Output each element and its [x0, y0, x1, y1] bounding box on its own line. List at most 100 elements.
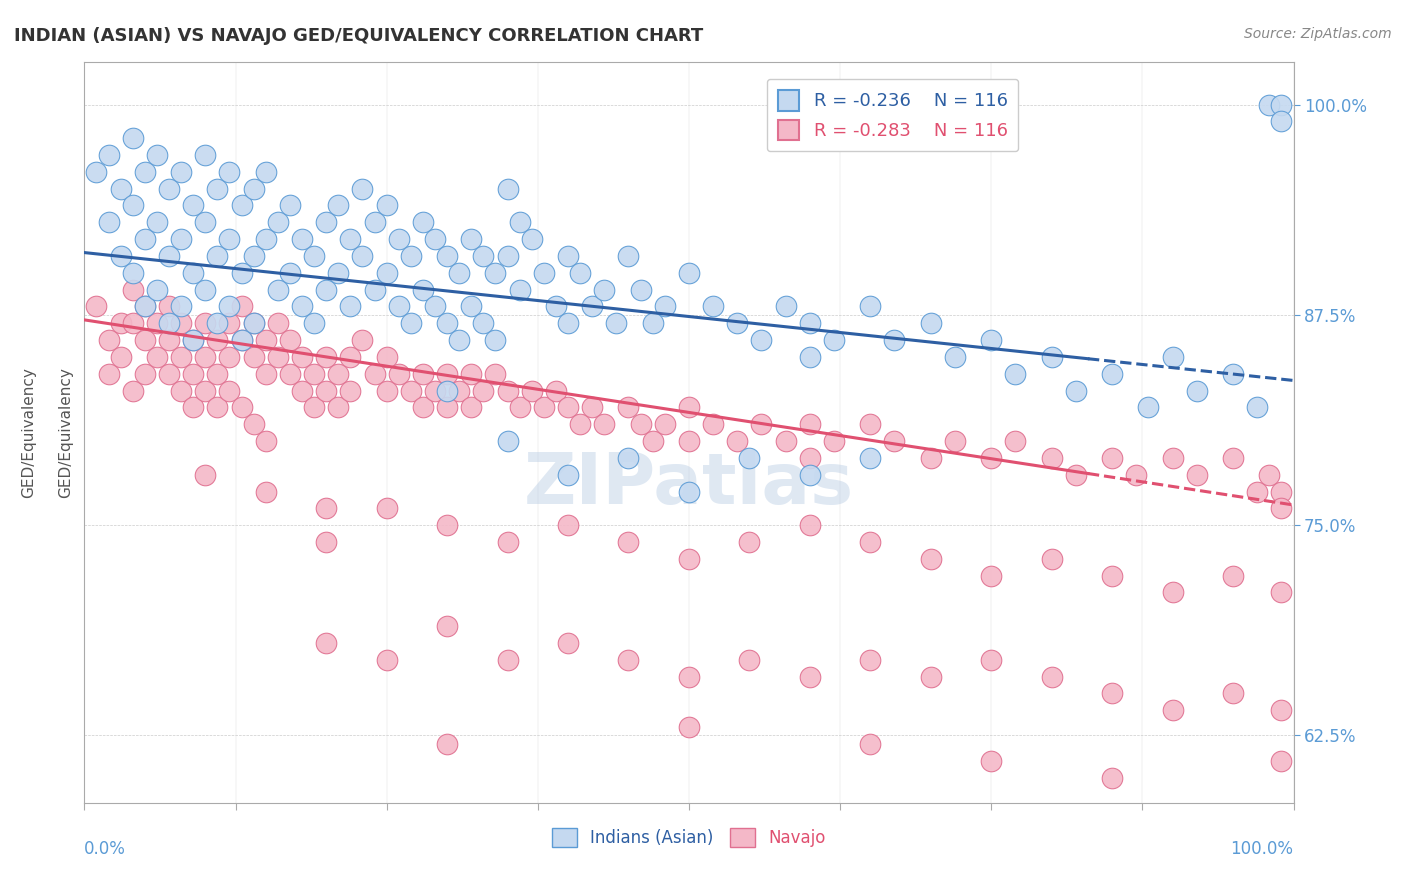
Point [207, 316, 229, 330]
Point [194, 283, 217, 297]
Y-axis label: GED/Equivalency: GED/Equivalency [58, 368, 73, 498]
Point [472, 384, 495, 398]
Point [1185, 467, 1208, 482]
Point [375, 350, 398, 364]
Point [399, 249, 422, 263]
Point [194, 350, 217, 364]
Point [267, 283, 290, 297]
Point [1101, 568, 1123, 582]
Point [1270, 501, 1292, 516]
Point [302, 249, 325, 263]
Point [472, 316, 495, 330]
Point [1246, 401, 1268, 415]
Point [654, 300, 676, 314]
Point [423, 232, 446, 246]
Point [678, 484, 700, 499]
Point [1004, 367, 1026, 381]
Point [702, 300, 724, 314]
Point [328, 198, 350, 212]
Point [315, 535, 337, 549]
Point [1161, 703, 1184, 717]
Point [799, 518, 821, 533]
Point [593, 417, 616, 432]
Point [1101, 771, 1123, 785]
Point [799, 417, 821, 432]
Point [557, 249, 579, 263]
Point [496, 249, 519, 263]
Point [157, 367, 180, 381]
Point [231, 198, 253, 212]
Point [605, 316, 627, 330]
Point [121, 384, 143, 398]
Point [412, 367, 434, 381]
Point [630, 283, 652, 297]
Point [170, 165, 193, 179]
Point [242, 417, 264, 432]
Point [980, 568, 1002, 582]
Legend: Indians (Asian), Navajo: Indians (Asian), Navajo [546, 822, 832, 854]
Point [1125, 467, 1147, 482]
Point [110, 181, 132, 195]
Point [1270, 484, 1292, 499]
Point [254, 434, 277, 448]
Point [328, 266, 350, 280]
Point [799, 670, 821, 684]
Point [194, 467, 217, 482]
Point [218, 316, 240, 330]
Point [678, 401, 700, 415]
Point [388, 300, 411, 314]
Point [859, 300, 882, 314]
Point [883, 333, 905, 347]
Point [194, 316, 217, 330]
Point [110, 316, 132, 330]
Point [520, 232, 543, 246]
Point [859, 653, 882, 667]
Point [436, 518, 458, 533]
Point [231, 266, 253, 280]
Point [231, 333, 253, 347]
Point [97, 333, 120, 347]
Point [557, 518, 579, 533]
Point [86, 165, 108, 179]
Point [121, 316, 143, 330]
Point [980, 450, 1002, 465]
Text: 0.0%: 0.0% [84, 840, 127, 858]
Point [1101, 686, 1123, 700]
Point [920, 670, 942, 684]
Point [436, 316, 458, 330]
Point [1222, 568, 1244, 582]
Point [267, 350, 290, 364]
Point [496, 434, 519, 448]
Point [617, 535, 640, 549]
Point [181, 333, 204, 347]
Point [617, 653, 640, 667]
Point [254, 367, 277, 381]
Point [207, 401, 229, 415]
Point [980, 653, 1002, 667]
Point [1064, 384, 1087, 398]
Point [157, 249, 180, 263]
Point [146, 350, 169, 364]
Point [496, 384, 519, 398]
Point [678, 434, 700, 448]
Text: ZIPatlas: ZIPatlas [524, 450, 853, 519]
Point [134, 333, 156, 347]
Point [121, 198, 143, 212]
Point [194, 148, 217, 162]
Point [146, 215, 169, 229]
Point [678, 551, 700, 566]
Point [460, 367, 482, 381]
Point [1137, 401, 1160, 415]
Point [1064, 467, 1087, 482]
Point [1222, 450, 1244, 465]
Point [352, 181, 374, 195]
Point [1246, 484, 1268, 499]
Point [375, 384, 398, 398]
Point [1101, 367, 1123, 381]
Point [207, 367, 229, 381]
Point [231, 333, 253, 347]
Point [678, 266, 700, 280]
Point [449, 266, 471, 280]
Point [423, 300, 446, 314]
Point [593, 283, 616, 297]
